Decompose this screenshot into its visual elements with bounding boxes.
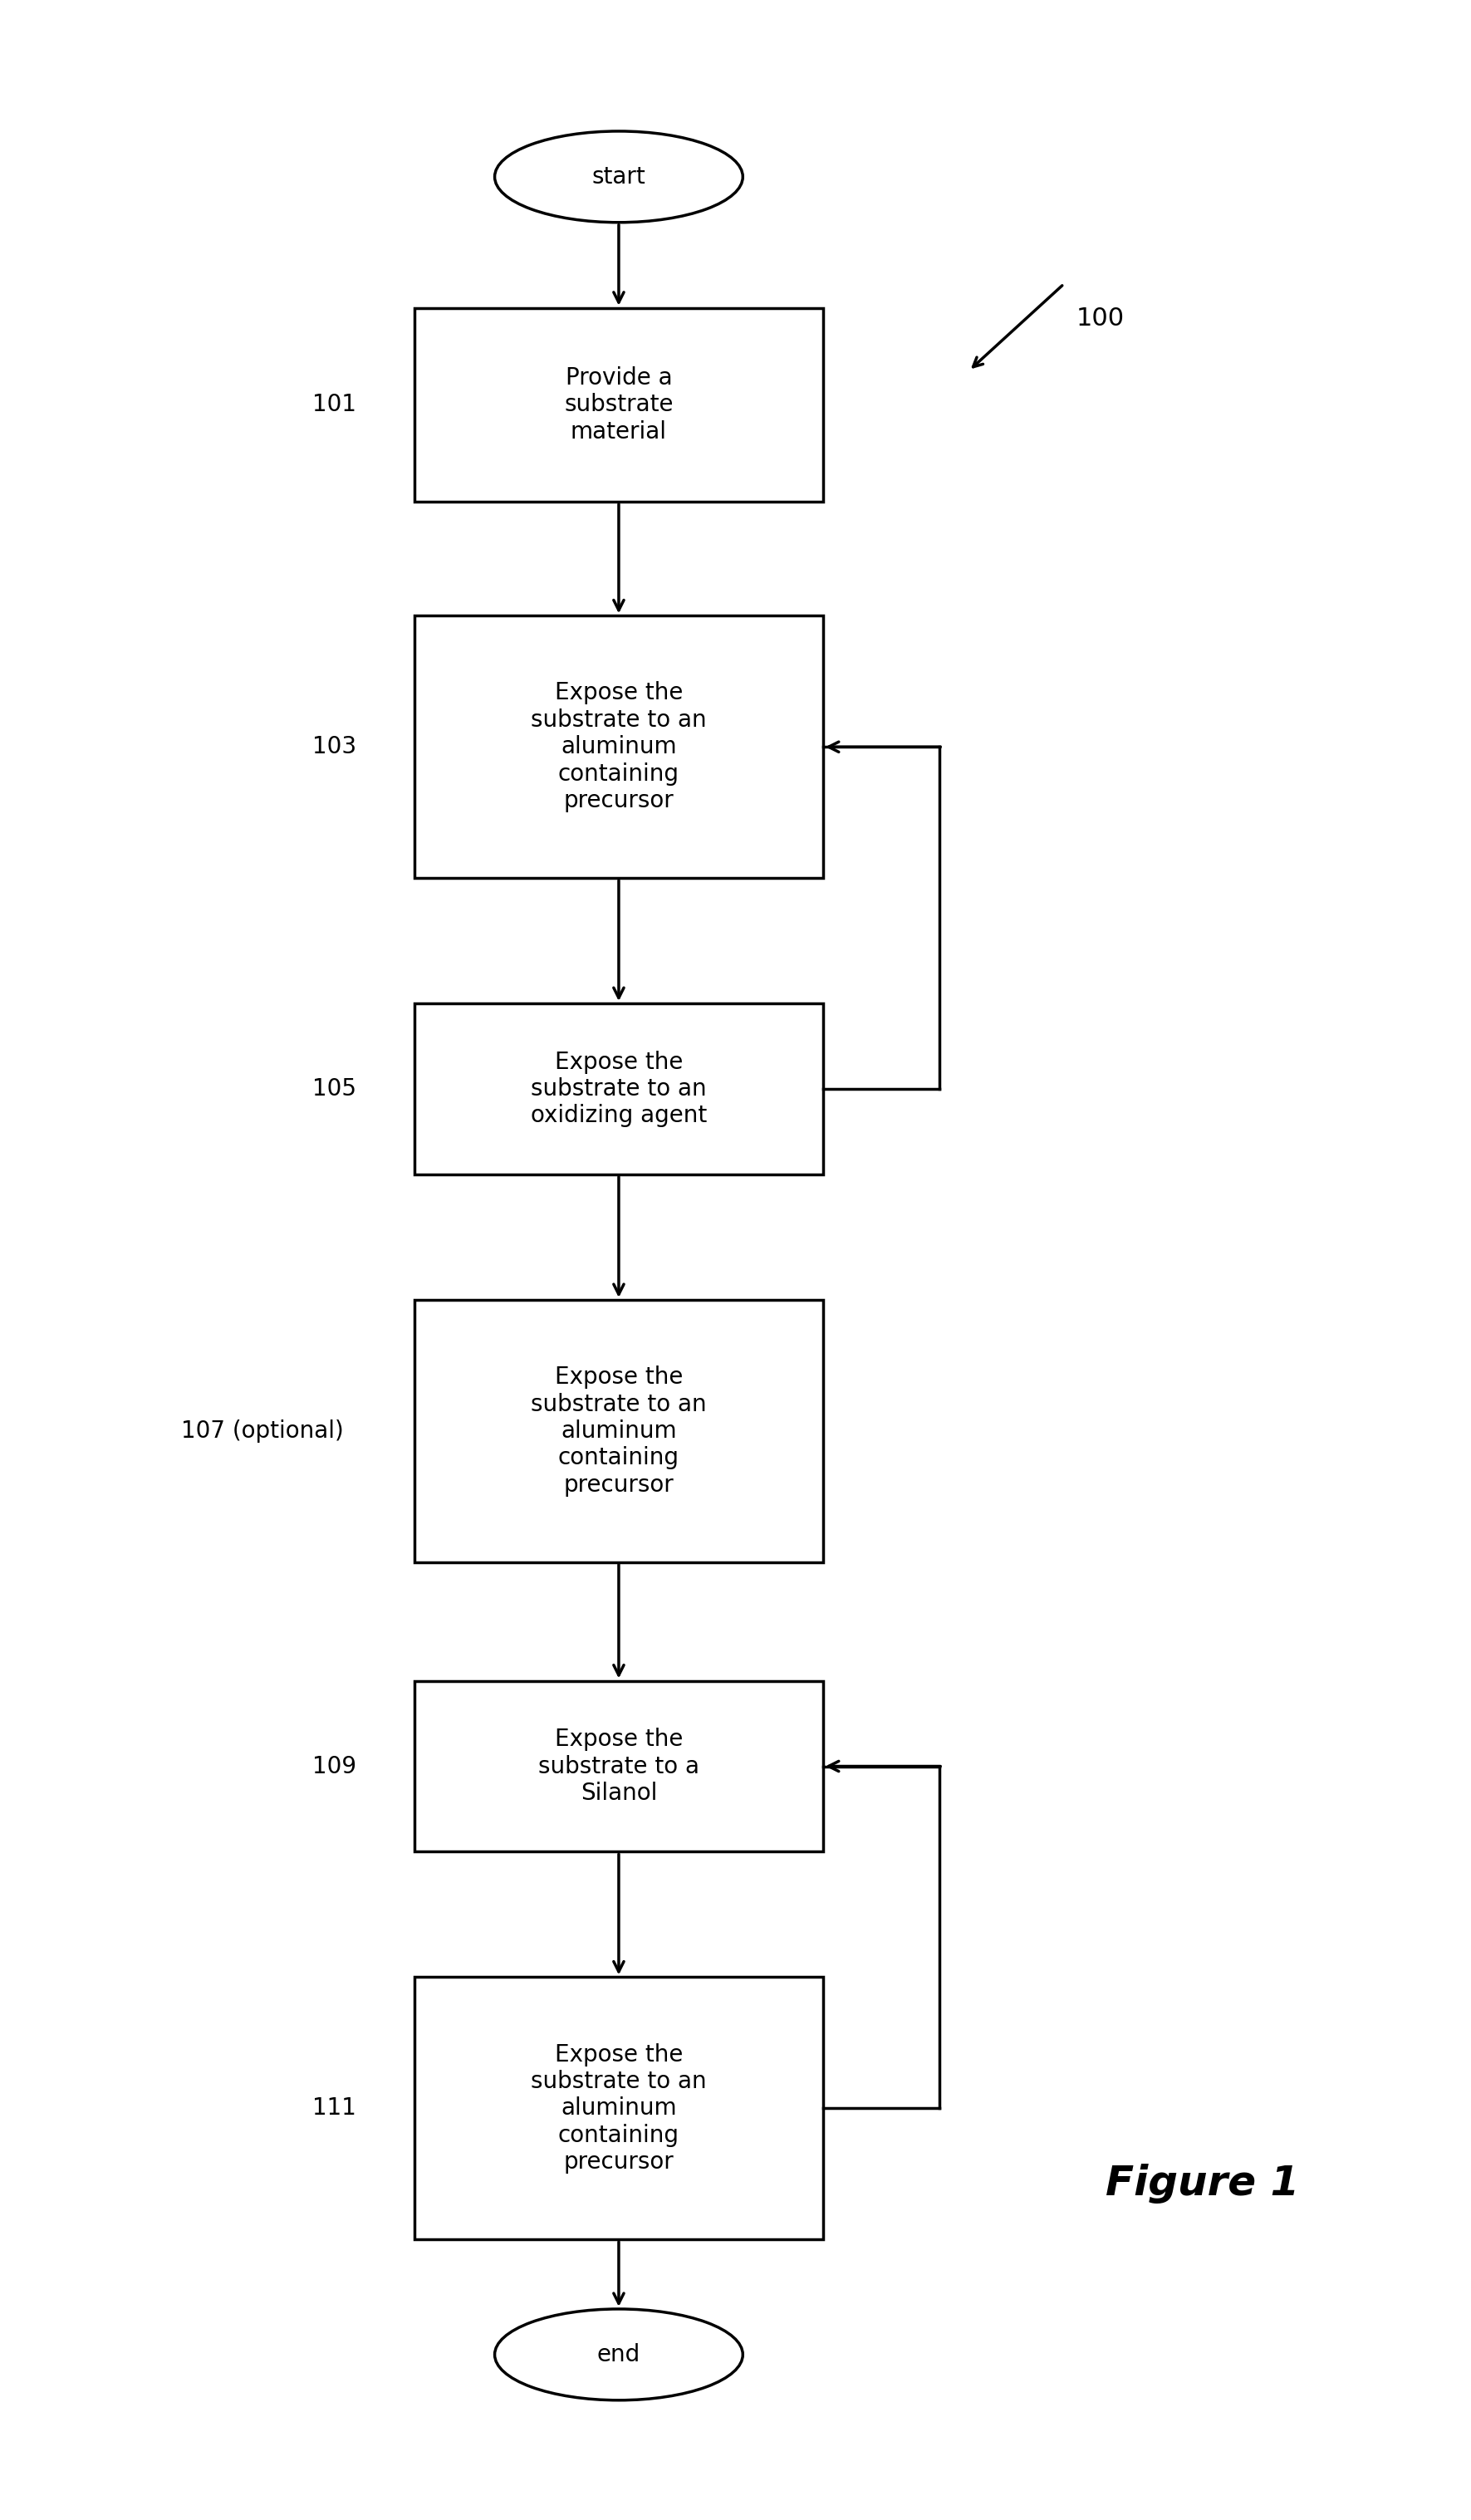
- Text: start: start: [591, 166, 646, 189]
- Text: 107 (optional): 107 (optional): [181, 1419, 344, 1441]
- Text: end: end: [597, 2344, 640, 2366]
- Bar: [415, 1681, 824, 1852]
- Text: Figure 1: Figure 1: [1106, 2165, 1299, 2202]
- Bar: [415, 615, 824, 877]
- Text: 100: 100: [1077, 305, 1124, 330]
- Text: 109: 109: [312, 1754, 356, 1779]
- Bar: [415, 1300, 824, 1562]
- Text: Provide a
substrate
material: Provide a substrate material: [565, 365, 674, 444]
- Text: 105: 105: [312, 1079, 356, 1101]
- Text: Expose the
substrate to a
Silanol: Expose the substrate to a Silanol: [538, 1729, 699, 1804]
- Text: Expose the
substrate to an
aluminum
containing
precursor: Expose the substrate to an aluminum cont…: [531, 680, 706, 811]
- Text: Expose the
substrate to an
aluminum
containing
precursor: Expose the substrate to an aluminum cont…: [531, 1366, 706, 1497]
- Text: Expose the
substrate to an
oxidizing agent: Expose the substrate to an oxidizing age…: [531, 1051, 708, 1126]
- Text: 101: 101: [312, 393, 356, 416]
- Ellipse shape: [494, 131, 743, 222]
- Bar: [415, 1978, 824, 2240]
- Bar: [415, 1003, 824, 1174]
- Text: 111: 111: [312, 2097, 356, 2119]
- Text: 103: 103: [312, 736, 356, 759]
- Text: Expose the
substrate to an
aluminum
containing
precursor: Expose the substrate to an aluminum cont…: [531, 2044, 706, 2175]
- Ellipse shape: [494, 2308, 743, 2399]
- Bar: [415, 307, 824, 501]
